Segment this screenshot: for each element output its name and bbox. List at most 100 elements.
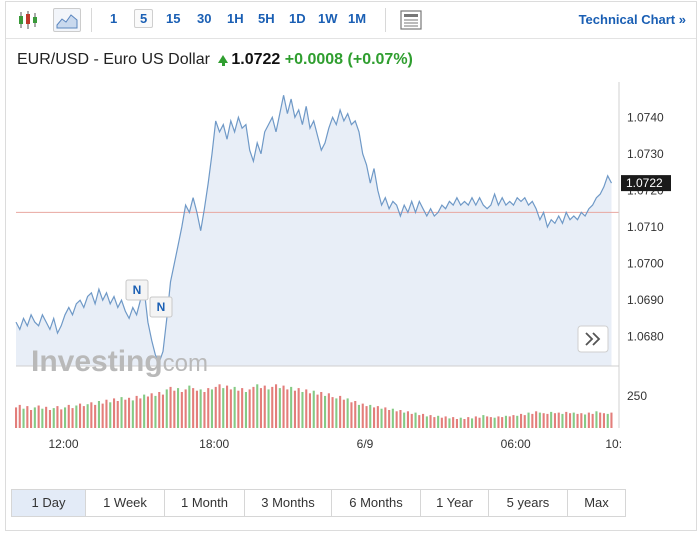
volume-bar [256,384,259,428]
volume-bar [161,394,164,428]
time-axis: 12:00 18:00 6/9 06:00 10: [48,437,622,451]
volume-bar [75,405,78,428]
y-tick-label: 1.0700 [627,257,664,271]
volume-bar [376,406,379,428]
volume-bar [512,415,515,428]
volume-bar [429,415,432,428]
news-marker[interactable]: N [125,279,149,301]
volume-bar [591,413,594,428]
timeframe-1m[interactable]: 1M [348,11,367,26]
y-tick-label: 1.0690 [627,293,664,307]
volume-bar [425,416,428,428]
news-icon[interactable] [399,9,423,31]
volume-bar [493,417,496,428]
volume-bar [267,389,270,428]
news-marker[interactable]: N [149,296,173,318]
x-tick-label: 12:00 [48,437,78,451]
volume-bar [478,417,481,428]
volume-bar [339,395,342,428]
toolbar-separator [385,8,386,32]
volume-bar [538,412,541,428]
volume-bar [467,417,470,428]
volume-bar [324,395,327,428]
volume-bar [331,397,334,428]
current-price: 1.0722 [231,51,281,68]
volume-bar [455,419,458,428]
scroll-right-button[interactable] [577,325,609,353]
y-tick-label: 1.0740 [627,110,664,124]
volume-bar [380,408,383,428]
range-6-months[interactable]: 6 Months [332,490,421,516]
technical-chart-link[interactable]: Technical Chart » [579,12,686,27]
volume-plot [15,384,613,428]
volume-bar [312,390,315,428]
volume-bar [67,404,70,428]
candlestick-icon[interactable] [16,9,40,31]
volume-bar [150,393,153,428]
volume-bar [18,404,21,428]
y-tick-label: 1.0680 [627,330,664,344]
volume-bar [116,401,119,428]
volume-bar [195,390,198,428]
range-1-year[interactable]: 1 Year [421,490,489,516]
current-price-tag-label: 1.0722 [626,176,663,190]
volume-bar [105,399,108,428]
timeframe-15[interactable]: 15 [166,11,181,26]
chart-widget: 1 5 15 30 1H 5H 1D 1W 1M Technical Chart… [5,1,697,531]
volume-bar [94,404,97,428]
range-5-years[interactable]: 5 years [489,490,568,516]
volume-bar [259,388,262,428]
volume-bar [523,415,526,428]
volume-bar [177,388,180,428]
x-tick-label: 18:00 [199,437,229,451]
range-1-day[interactable]: 1 Day [12,490,86,516]
volume-bar [275,384,278,428]
watermark-brand: Investing [31,345,163,378]
timeframe-1[interactable]: 1 [110,11,118,26]
range-max[interactable]: Max [584,495,609,510]
price-area-fill [16,95,612,367]
timeframe-30[interactable]: 30 [197,11,212,26]
range-1-month[interactable]: 1 Month [165,490,245,516]
technical-chart-label: Technical Chart [578,12,676,27]
volume-bar [437,415,440,428]
volume-bar [192,388,195,428]
volume-bar [482,415,485,428]
volume-bar [60,409,63,428]
volume-bar [527,412,530,428]
volume-bar [90,402,93,428]
timeframe-1w[interactable]: 1W [318,11,338,26]
volume-bar [226,385,229,428]
timeframe-1d[interactable]: 1D [289,11,306,26]
volume-bar [418,415,421,428]
volume-bar [241,388,244,428]
volume-bar [146,396,149,428]
volume-bar [203,392,206,428]
range-selector: 1 Day 1 Week 1 Month 3 Months 6 Months 1… [11,489,626,517]
area-chart-icon[interactable] [53,8,81,32]
x-tick-label: 10: [605,437,622,451]
volume-bar [444,416,447,428]
volume-bar [320,392,323,428]
volume-bar [576,413,579,428]
volume-bar [471,418,474,428]
volume-bar [143,394,146,428]
timeframe-5h[interactable]: 5H [258,11,275,26]
instrument-header: EUR/USD - Euro US Dollar 1.0722 +0.0008 … [17,51,413,69]
range-3-months[interactable]: 3 Months [245,490,332,516]
watermark-suffix: .com [156,350,208,377]
chart-toolbar: 1 5 15 30 1H 5H 1D 1W 1M Technical Chart… [6,2,696,39]
range-1-week[interactable]: 1 Week [86,490,165,516]
volume-bar [357,404,360,428]
volume-bar [463,419,466,428]
volume-bar [542,413,545,428]
volume-bar [252,386,255,428]
volume-bar [33,407,36,428]
x-tick-label: 6/9 [357,437,374,451]
volume-bar [82,406,85,428]
timeframe-1h[interactable]: 1H [227,11,244,26]
timeframe-5[interactable]: 5 [134,9,154,28]
volume-bar [440,417,443,428]
volume-bar [452,417,455,428]
price-chart[interactable]: 1.07401.07301.07201.07101.07001.06901.06… [10,82,690,462]
